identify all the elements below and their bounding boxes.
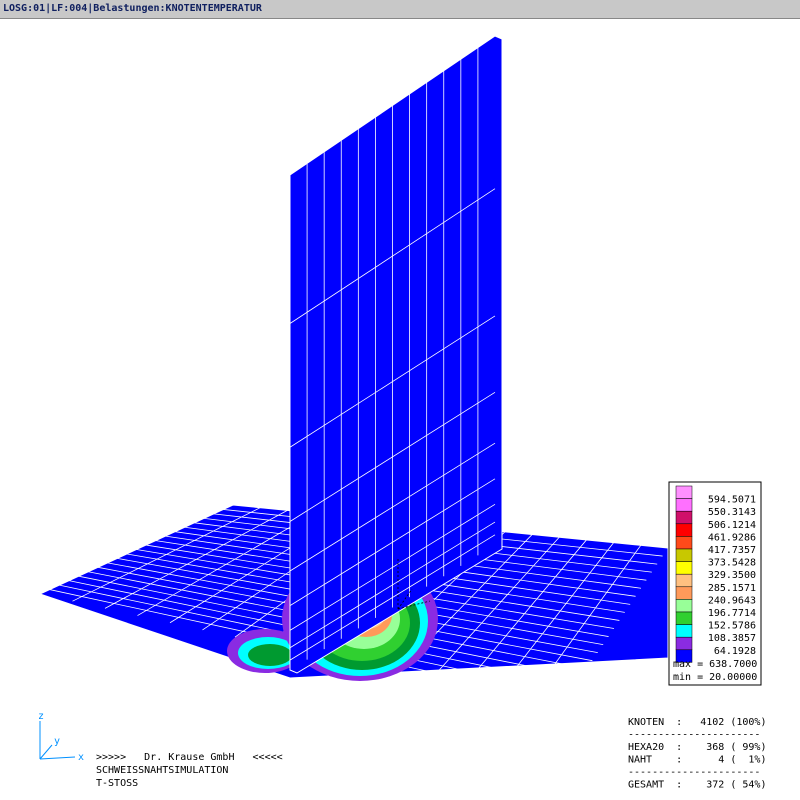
legend-swatch	[675, 498, 693, 512]
title-bar: LOSG:01|LF:004|Belastungen:KNOTENTEMPERA…	[0, 0, 800, 19]
stats-row: NAHT : 4 ( 1%)	[628, 755, 766, 766]
legend-swatch	[675, 510, 693, 525]
axis-triad	[39, 721, 76, 760]
scene: z y x >>>>> Dr. Krause GmbH <<<<< SCHWEI…	[38, 35, 766, 791]
legend-label: 461.9286	[708, 532, 756, 543]
mesh-line	[137, 512, 315, 616]
mesh-line	[289, 315, 496, 448]
web-mesh	[289, 47, 496, 661]
legend-swatch	[675, 611, 693, 625]
legend-label: 329.3500	[708, 570, 756, 581]
legend-swatch	[675, 523, 693, 537]
stats-row: GESAMT : 372 ( 54%)	[628, 780, 766, 791]
stats-row: KNOTEN : 4102 (100%)	[628, 717, 766, 728]
title: LOSG:01|LF:004|Belastungen:KNOTENTEMPERA…	[3, 3, 262, 14]
axis-label: x	[78, 752, 84, 763]
legend-label: 196.7714	[708, 608, 756, 619]
legend-label: 417.7357	[708, 545, 756, 556]
stats-row: ----------------------	[628, 767, 760, 778]
mesh-line	[429, 536, 560, 678]
legend-max: max = 638.7000	[673, 659, 757, 670]
legend-label: 64.1928	[714, 646, 756, 657]
legend-label: 506.1214	[708, 520, 756, 531]
legend-swatch	[675, 586, 693, 600]
legend-swatch	[675, 599, 693, 613]
footer-line: T-STOSS	[96, 778, 138, 789]
stats-row: HEXA20 : 368 ( 99%)	[628, 742, 766, 753]
legend-min: min = 20.00000	[673, 672, 757, 683]
legend-swatch	[675, 636, 693, 651]
origin-axes	[397, 559, 431, 610]
mesh-line	[289, 442, 496, 572]
mesh-line	[289, 534, 496, 661]
legend-swatch	[675, 485, 693, 499]
legend-swatch	[675, 649, 693, 663]
legend-swatch	[675, 548, 693, 562]
footer-line: SCHWEISSNAHTSIMULATION	[96, 765, 228, 776]
legend-swatch	[675, 561, 693, 575]
mesh-line	[289, 391, 496, 522]
mesh-line	[104, 510, 288, 609]
legend-label: 152.5786	[708, 621, 756, 632]
legend-swatch	[675, 573, 693, 588]
mesh-line	[289, 188, 496, 324]
legend-label: 373.5428	[708, 558, 756, 569]
legend-label: 594.5071	[708, 495, 756, 506]
legend-label: 108.3857	[708, 633, 756, 644]
stats: KNOTEN : 4102 (100%) --------------------…	[628, 717, 766, 791]
axis-label: z	[38, 711, 44, 722]
web	[289, 35, 503, 674]
legend-label: 240.9643	[708, 595, 756, 606]
mesh-line	[289, 503, 496, 631]
stats-row: ----------------------	[628, 730, 760, 741]
mesh-line	[462, 539, 587, 678]
legend-label: 550.3143	[708, 507, 756, 518]
mesh-line	[72, 507, 261, 602]
legend-label: 285.1571	[708, 583, 756, 594]
axis-label: y	[54, 736, 60, 747]
mesh-line	[289, 478, 496, 606]
mesh-line	[289, 521, 496, 649]
legend-swatch	[675, 624, 693, 638]
legend-swatch	[675, 536, 693, 550]
company: >>>>> Dr. Krause GmbH <<<<<	[96, 752, 283, 763]
